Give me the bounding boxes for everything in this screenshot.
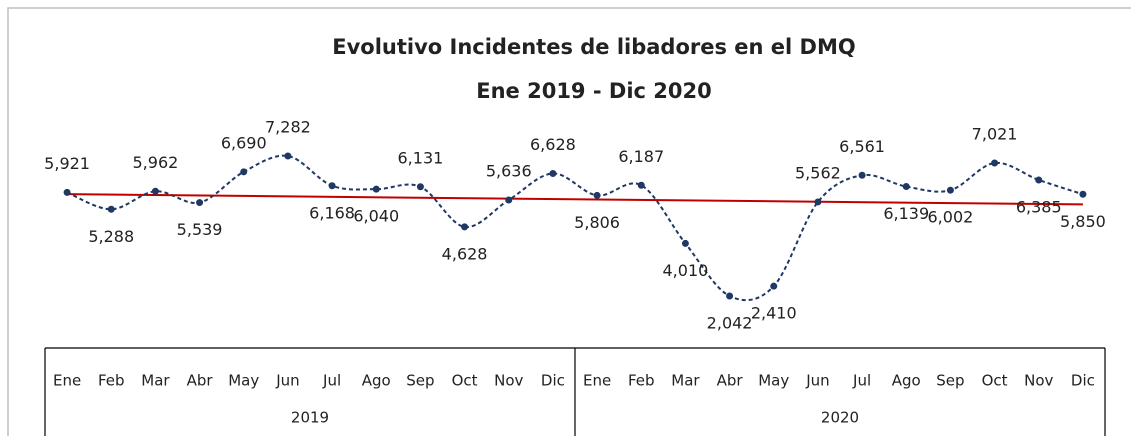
data-point: [726, 292, 734, 300]
x-tick-label: Dic: [1071, 372, 1095, 390]
x-tick-label: Feb: [98, 372, 125, 390]
data-label: 6,690: [221, 133, 267, 152]
data-point: [637, 181, 645, 189]
data-label: 6,628: [530, 135, 576, 154]
data-label: 5,850: [1060, 212, 1106, 231]
data-label: 5,539: [177, 220, 223, 239]
x-tick-label: May: [758, 372, 789, 390]
data-label: 6,040: [353, 207, 399, 226]
data-point: [814, 198, 822, 206]
data-label: 5,562: [795, 163, 841, 182]
x-tick-label: Jun: [275, 372, 299, 390]
data-label: 6,002: [928, 208, 974, 227]
x-tick-label: Ene: [583, 372, 611, 390]
data-point: [505, 196, 513, 204]
trendline: [67, 193, 1083, 206]
year-label: 2019: [291, 409, 329, 427]
data-label: 5,962: [133, 153, 179, 172]
data-point: [284, 152, 292, 160]
data-point: [858, 171, 866, 179]
data-point: [107, 205, 115, 213]
data-point: [372, 185, 380, 193]
x-tick-label: May: [228, 372, 259, 390]
x-tick-label: Jun: [805, 372, 829, 390]
data-label: 4,628: [442, 244, 488, 263]
data-label: 6,187: [618, 147, 664, 166]
x-tick-label: Oct: [452, 372, 478, 390]
data-point: [151, 187, 159, 195]
data-point: [946, 186, 954, 194]
data-point: [416, 183, 424, 191]
x-tick-label: Mar: [671, 372, 700, 390]
x-tick-label: Mar: [141, 372, 170, 390]
data-point: [681, 239, 689, 247]
data-point: [63, 188, 71, 196]
data-label: 5,921: [44, 154, 90, 173]
data-point: [1035, 176, 1043, 184]
data-label: 7,021: [972, 124, 1018, 143]
data-point: [240, 168, 248, 176]
x-tick-label: Nov: [494, 372, 523, 390]
data-point: [549, 169, 557, 177]
x-tick-label: Sep: [406, 372, 434, 390]
x-tick-label: Ago: [362, 372, 391, 390]
data-point: [196, 199, 204, 207]
data-label: 2,410: [751, 304, 797, 323]
x-tick-label: Abr: [717, 372, 744, 390]
data-label: 5,806: [574, 213, 620, 232]
chart-subtitle: Ene 2019 - Dic 2020: [476, 79, 711, 103]
x-tick-label: Nov: [1024, 372, 1053, 390]
data-label: 6,139: [883, 204, 929, 223]
frame: [7, 7, 1131, 436]
data-label: 4,010: [663, 261, 709, 280]
x-tick-label: Abr: [187, 372, 214, 390]
data-point: [770, 282, 778, 290]
x-tick-label: Sep: [936, 372, 964, 390]
data-label: 6,385: [1016, 197, 1062, 216]
x-tick-label: Ago: [892, 372, 921, 390]
data-label: 6,168: [309, 203, 355, 222]
data-point: [902, 183, 910, 191]
data-label: 6,561: [839, 137, 885, 156]
data-point: [461, 223, 469, 231]
x-tick-label: Feb: [628, 372, 655, 390]
data-label: 5,288: [88, 227, 134, 246]
x-tick-label: Jul: [322, 372, 341, 390]
data-label: 7,282: [265, 118, 311, 137]
x-tick-label: Jul: [852, 372, 871, 390]
chart-title: Evolutivo Incidentes de libadores en el …: [332, 35, 856, 59]
data-point: [991, 159, 999, 167]
data-point: [593, 191, 601, 199]
data-label: 2,042: [707, 314, 753, 333]
year-label: 2020: [821, 409, 859, 427]
x-tick-label: Dic: [541, 372, 565, 390]
x-tick-label: Ene: [53, 372, 81, 390]
data-label: 5,636: [486, 161, 532, 180]
data-point: [328, 182, 336, 190]
data-label: 6,131: [398, 148, 444, 167]
x-tick-label: Oct: [982, 372, 1008, 390]
data-point: [1079, 190, 1087, 198]
